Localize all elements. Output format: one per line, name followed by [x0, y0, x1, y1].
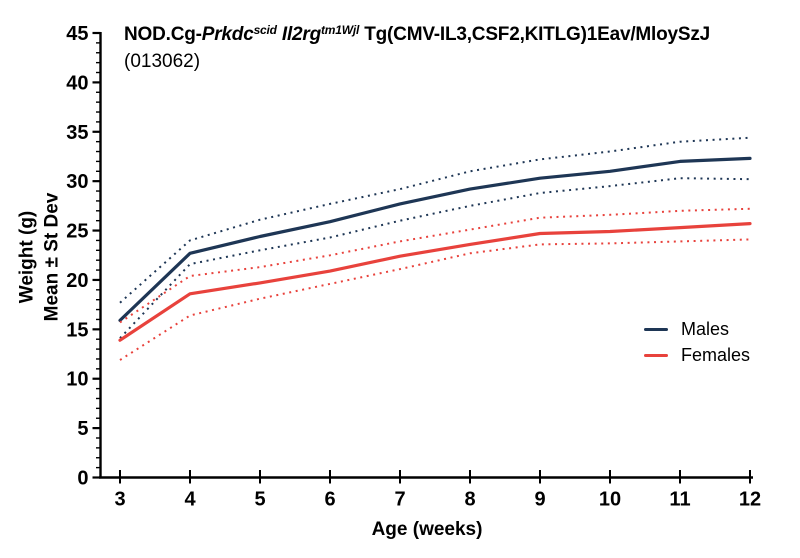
series-line-females-mean: [118, 222, 752, 342]
title-segment: NOD.Cg-: [124, 24, 202, 45]
chart-title-line2: (013062): [124, 51, 201, 72]
y-tick-label: 0: [77, 468, 88, 490]
y-tick-label: 25: [66, 221, 88, 243]
x-tick-label: 5: [254, 489, 265, 511]
x-tick-label: 11: [669, 489, 690, 511]
y-tick-label: 40: [66, 72, 88, 94]
series-line-males-mean-plus-sd: [119, 136, 751, 304]
y-tick-label: 30: [66, 171, 88, 193]
y-axis-label-line1: Weight (g): [16, 210, 38, 304]
chart-title-line1: NOD.Cg-Prkdcscid Il2rgtm1Wjl Tg(CMV-IL3,…: [124, 23, 711, 46]
legend-label-males: Males: [681, 319, 730, 339]
series-line-males-mean-minus-sd: [119, 177, 751, 339]
females-line-swatch: [644, 353, 668, 358]
x-tick-label: 12: [739, 489, 761, 511]
series-line-females-mean-minus-sd: [119, 238, 751, 361]
legend-item-males: Males: [644, 318, 750, 341]
title-segment: Il2rg: [281, 24, 322, 45]
y-tick-label: 20: [66, 270, 88, 292]
y-tick-label: 45: [66, 23, 88, 45]
legend-label-females: Females: [681, 345, 751, 365]
x-tick-label: 9: [534, 489, 545, 511]
series-line-females-mean-plus-sd: [119, 207, 751, 324]
y-axis-label-line2: Mean ± St Dev: [41, 192, 62, 322]
legend-item-females: Females: [644, 344, 750, 367]
y-axis-label: Weight (g) Mean ± St Dev: [15, 193, 64, 322]
y-tick-label: 15: [66, 319, 88, 341]
x-axis-label: Age (weeks): [371, 519, 483, 540]
y-tick-label: 35: [66, 122, 88, 144]
x-tick-label: 6: [324, 489, 335, 511]
title-segment: Prkdc: [201, 24, 254, 45]
y-tick-label: 10: [66, 369, 88, 391]
legend: Males Females: [644, 318, 750, 370]
title-segment: scid: [253, 23, 277, 37]
title-segment: Tg(CMV-IL3,CSF2,KITLG)1Eav/MloySzJ: [359, 24, 711, 45]
x-tick-label: 10: [599, 489, 621, 511]
x-tick-label: 7: [394, 489, 405, 511]
y-tick-label: 5: [77, 418, 88, 440]
x-tick-label: 3: [114, 489, 125, 511]
x-tick-label: 4: [184, 489, 196, 511]
series-line-males-mean: [118, 156, 752, 322]
males-line-swatch: [644, 327, 668, 332]
title-segment: tm1Wjl: [321, 23, 360, 37]
chart-title: NOD.Cg-Prkdcscid Il2rgtm1Wjl Tg(CMV-IL3,…: [124, 23, 711, 73]
x-tick-label: 8: [464, 489, 475, 511]
